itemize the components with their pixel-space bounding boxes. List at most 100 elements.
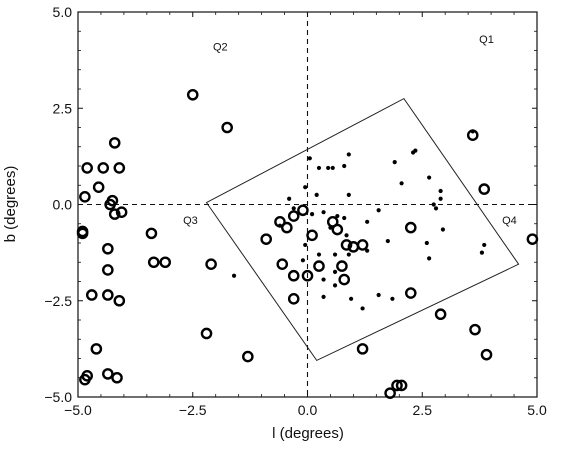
y-axis-title: b (degrees) <box>2 166 19 243</box>
filled-dot-point <box>413 148 418 153</box>
open-circle-point <box>102 289 114 301</box>
filled-dot-point <box>376 292 381 298</box>
open-circle-point <box>79 190 91 203</box>
filled-dot-point <box>399 181 404 186</box>
filled-dot-point <box>346 192 351 197</box>
filled-dot-point <box>321 210 326 215</box>
open-circle-point <box>92 181 105 193</box>
open-circle-point <box>81 162 93 174</box>
open-circle-point <box>478 183 491 195</box>
filled-dot-point <box>335 213 340 219</box>
open-circle-point <box>102 368 114 380</box>
filled-dot-point <box>385 238 390 244</box>
open-circle-point <box>102 242 114 255</box>
x-tick-label: 5.0 <box>527 402 547 418</box>
open-circle-point <box>106 194 119 207</box>
filled-dot-point <box>300 258 306 263</box>
filled-dot-point <box>433 206 439 211</box>
open-circle-point <box>97 162 110 174</box>
filled-dot-point <box>365 248 370 253</box>
open-circle-point <box>395 379 408 392</box>
filled-dot-point <box>342 215 347 221</box>
y-tick-label: 5.0 <box>53 4 73 20</box>
open-circle-point <box>113 294 126 307</box>
selection-region <box>205 97 520 362</box>
filled-dot-point <box>314 192 319 197</box>
open-circle-point <box>111 371 123 384</box>
filled-dot-point <box>482 242 487 248</box>
filled-dot-point <box>427 175 432 180</box>
quadrant-label: Q2 <box>213 42 228 54</box>
filled-dot-point <box>330 165 335 171</box>
filled-dot-point <box>342 163 347 169</box>
filled-dot-point <box>307 156 312 161</box>
filled-dot-point <box>440 227 446 232</box>
open-circle-point <box>205 258 217 270</box>
filled-dot-point <box>316 252 322 257</box>
open-circle-point <box>306 229 318 242</box>
filled-dot-point <box>376 208 381 213</box>
x-tick-label: 0.0 <box>298 402 318 418</box>
open-circle-point <box>404 287 417 299</box>
open-circle-point <box>526 233 539 245</box>
filled-dot-point <box>332 252 338 257</box>
open-circle-point <box>90 343 103 355</box>
open-circle-point <box>200 327 213 340</box>
filled-dot-point <box>326 165 331 171</box>
filled-dot-point <box>438 196 443 201</box>
open-circle-point <box>356 239 369 251</box>
open-circle-point <box>242 350 254 363</box>
open-circle-point <box>356 343 369 355</box>
open-circle-point <box>434 308 447 321</box>
x-tick-label: 2.5 <box>413 402 433 418</box>
region-polygon <box>205 97 520 362</box>
filled-dot-point <box>303 185 308 190</box>
axis-ticks: −5.0 −2.5 0.0 2.5 5.0 −5.0 −2.5 0.0 2.5 5.0 <box>44 4 547 418</box>
open-circle-point <box>102 264 114 276</box>
y-tick-label: −2.5 <box>44 293 72 309</box>
open-circle-point <box>338 273 351 286</box>
filled-dot-point <box>346 252 351 257</box>
open-circle-point <box>331 223 344 236</box>
filled-dot-point <box>346 152 351 157</box>
quadrant-label: Q4 <box>502 215 517 227</box>
open-circle-point <box>313 260 325 272</box>
open-circle-point <box>113 162 126 174</box>
open-circle-point <box>480 348 493 361</box>
open-circle-point <box>159 256 172 269</box>
filled-dot-point <box>424 240 429 246</box>
open-circle-point <box>469 323 481 336</box>
filled-dot-point <box>303 242 308 248</box>
open-circle-point <box>260 233 272 245</box>
filled-dot-point <box>332 269 338 274</box>
quadrant-label: Q1 <box>479 34 494 46</box>
y-tick-label: 0.0 <box>53 197 73 213</box>
filled-dot-point <box>231 273 237 278</box>
open-circle-point <box>287 210 300 222</box>
filled-dot-point <box>332 283 338 288</box>
x-tick-label: −2.5 <box>179 402 207 418</box>
filled-dot-point <box>365 219 370 224</box>
open-circle-point <box>276 258 289 270</box>
open-circle-point <box>115 206 128 218</box>
x-axis-title: l (degrees) <box>272 425 344 442</box>
filled-dot-point <box>390 296 395 301</box>
open-circle-point <box>221 121 233 134</box>
open-circle-point <box>76 227 89 240</box>
x-tick-label: −5.0 <box>64 402 92 418</box>
filled-dot-point <box>321 277 326 282</box>
reference-lines <box>78 12 537 397</box>
filled-dot-point <box>277 223 283 228</box>
open-circle-point <box>301 269 314 282</box>
open-circle-point <box>186 88 199 101</box>
filled-dot-point <box>321 294 326 299</box>
filled-dot-point <box>344 233 349 238</box>
open-circle-point <box>404 221 417 234</box>
filled-dot-point <box>291 206 296 211</box>
open-circle-point <box>108 208 121 220</box>
open-circle-point <box>340 239 353 251</box>
y-tick-label: −5.0 <box>44 389 72 405</box>
filled-dot-point <box>427 256 432 261</box>
filled-dot-point <box>392 160 397 165</box>
